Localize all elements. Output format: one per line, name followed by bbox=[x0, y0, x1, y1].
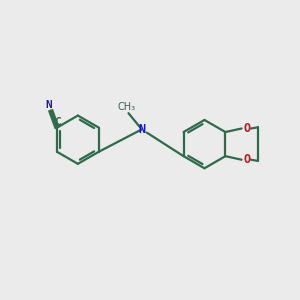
Text: CH₃: CH₃ bbox=[117, 102, 135, 112]
Text: N: N bbox=[138, 123, 145, 136]
Text: N: N bbox=[46, 100, 52, 110]
Text: O: O bbox=[243, 153, 250, 166]
Text: C: C bbox=[54, 117, 60, 127]
Text: O: O bbox=[243, 122, 250, 135]
